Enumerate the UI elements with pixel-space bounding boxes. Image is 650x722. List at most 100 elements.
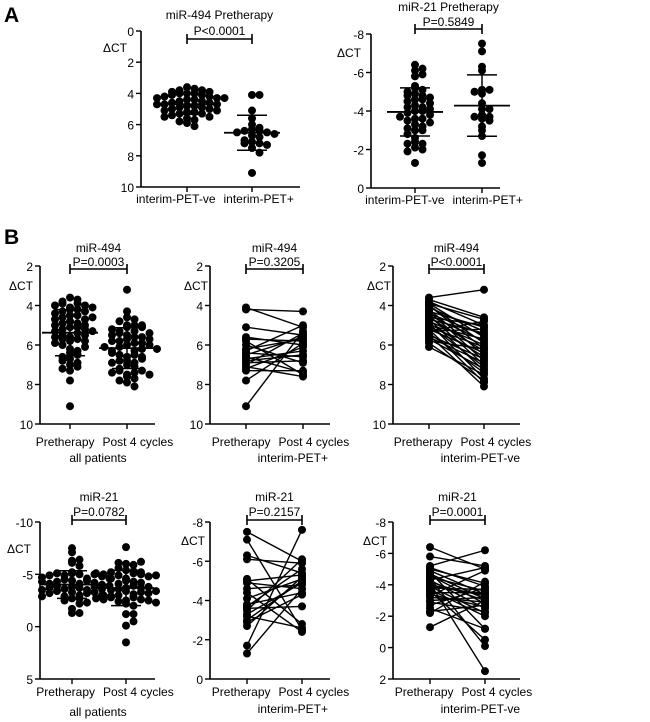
y-tick-label: -4	[353, 105, 364, 119]
y-tick-label: 8	[26, 379, 33, 393]
data-point-post	[299, 327, 307, 336]
data-point	[418, 64, 427, 73]
data-point	[478, 158, 486, 167]
paired-line	[429, 581, 486, 614]
paired-line	[428, 328, 485, 332]
paired-line	[428, 346, 485, 376]
data-point	[478, 151, 486, 160]
data-point-pre	[243, 535, 251, 544]
sd-error-bar	[400, 87, 430, 137]
y-axis-label: ΔCT	[184, 279, 209, 293]
data-point	[403, 116, 412, 125]
data-point	[426, 118, 434, 127]
data-point	[66, 376, 74, 385]
data-point	[129, 590, 138, 599]
data-point-post	[480, 344, 488, 353]
data-point	[38, 586, 46, 595]
data-point-pre	[243, 555, 251, 564]
data-point	[255, 139, 264, 148]
data-point	[51, 301, 59, 310]
data-point	[213, 106, 221, 115]
sd-error-bar	[237, 114, 267, 152]
data-point	[418, 107, 427, 115]
x-tick-label: Pretherapy	[212, 435, 271, 449]
data-point	[411, 143, 419, 152]
data-point	[51, 333, 59, 342]
data-point	[418, 114, 427, 123]
data-point	[58, 335, 67, 344]
data-point-pre	[243, 578, 251, 587]
y-tick-label: 10	[190, 418, 204, 432]
data-point	[145, 329, 154, 338]
p-value-label: P=0.0001	[432, 505, 484, 519]
paired-line	[245, 350, 304, 360]
x-group-sublabel: all patients	[69, 705, 126, 719]
data-point-post	[298, 623, 306, 632]
data-point	[99, 570, 108, 579]
data-point	[115, 327, 124, 336]
data-point	[58, 356, 67, 365]
paired-line	[428, 338, 485, 370]
y-tick-label: 2	[379, 673, 386, 687]
data-point	[123, 372, 131, 381]
data-point	[183, 119, 191, 128]
data-point	[137, 557, 145, 566]
data-point	[114, 591, 123, 600]
paired-line	[428, 328, 485, 354]
y-tick-label: 10	[20, 418, 34, 432]
data-point-post	[481, 563, 489, 572]
data-point-post	[480, 358, 488, 367]
data-point	[130, 350, 139, 359]
data-point	[88, 313, 97, 322]
data-point-pre	[242, 366, 250, 375]
paired-line	[246, 554, 303, 574]
data-point	[122, 621, 130, 630]
data-point	[114, 558, 123, 567]
data-point-post	[481, 667, 489, 676]
data-point-post	[298, 602, 306, 611]
paired-line	[428, 336, 485, 364]
paired-line	[429, 590, 486, 641]
data-point	[123, 313, 131, 322]
data-point	[160, 92, 169, 101]
paired-line	[245, 330, 304, 407]
data-point	[73, 362, 82, 371]
data-point	[83, 598, 91, 607]
data-point	[81, 301, 89, 310]
paired-line	[429, 599, 486, 628]
data-point	[175, 89, 184, 98]
data-point	[38, 592, 46, 601]
data-point	[81, 315, 89, 324]
x-tick-label: Post 4 cycles	[103, 685, 174, 699]
paired-line	[245, 308, 304, 313]
data-point	[411, 158, 419, 167]
data-point-post	[299, 337, 307, 346]
data-point	[108, 358, 116, 367]
data-point	[168, 90, 176, 99]
p-value-label: P=0.2157	[249, 505, 301, 519]
data-point	[403, 139, 412, 148]
data-point	[205, 105, 214, 113]
y-tick-label: -2	[375, 610, 386, 624]
data-point	[411, 60, 419, 69]
data-point	[107, 568, 115, 577]
y-axis-label: ΔCT	[363, 534, 388, 548]
data-point	[411, 72, 419, 81]
data-point	[485, 105, 494, 114]
paired-line	[429, 596, 486, 602]
x-tick-label: Post 4 cycles	[279, 435, 350, 449]
y-tick-label: -6	[375, 547, 386, 561]
data-point	[73, 335, 82, 344]
data-point	[92, 569, 100, 578]
data-point	[100, 342, 109, 351]
data-point	[220, 94, 229, 103]
data-point	[130, 333, 139, 342]
paired-line	[246, 558, 303, 564]
y-axis-label: ΔCT	[337, 46, 362, 60]
data-point	[255, 90, 264, 99]
data-point-pre	[242, 356, 250, 365]
x-tick-label: Pretherapy	[395, 685, 454, 699]
data-point	[144, 572, 153, 581]
